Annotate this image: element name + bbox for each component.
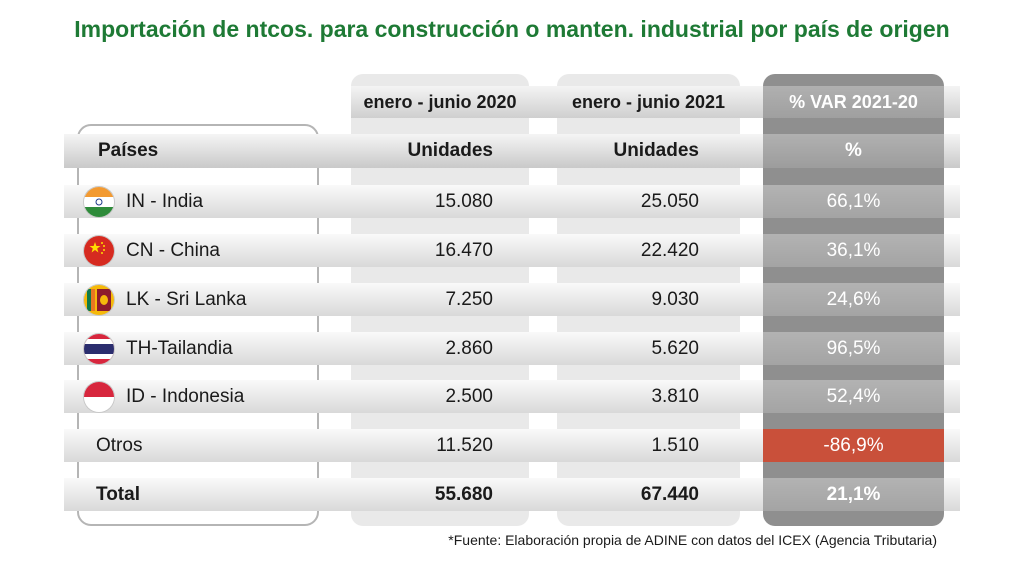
india-flag-icon: [84, 186, 114, 217]
country-label: TH-Tailandia: [126, 337, 233, 359]
country-label: CN - China: [126, 239, 220, 261]
header-variation-fill: [763, 134, 944, 168]
country-cell: Total: [96, 478, 336, 511]
period-2021-label: enero - junio 2021: [571, 92, 726, 112]
header-variation: %: [845, 140, 862, 161]
country-label: Otros: [96, 434, 143, 456]
units-2020-cell: 2.500: [445, 385, 493, 407]
source-note: *Fuente: Elaboración propia de ADINE con…: [448, 532, 937, 548]
variation-cell: 96,5%: [826, 337, 881, 359]
units-2021-cell: 1.510: [651, 434, 699, 456]
variation-fill: [763, 332, 944, 365]
country-cell: IN - India: [84, 185, 324, 218]
country-label: LK - Sri Lanka: [126, 288, 247, 310]
table-row: CN - China 16.470 22.420 36,1%: [64, 234, 960, 267]
units-2020-cell: 11.520: [436, 434, 493, 456]
header-countries: Países: [98, 140, 159, 161]
variation-cell: 66,1%: [826, 190, 881, 212]
variation-cell: 52,4%: [826, 385, 881, 407]
variation-cell: 24,6%: [826, 288, 881, 310]
country-column-frame: [77, 124, 319, 526]
total-row: Total 55.680 67.440 21,1%: [64, 478, 960, 511]
table-header-row: Países Unidades Unidades %: [64, 134, 960, 168]
country-cell: CN - China: [84, 234, 324, 267]
header-units-2020: Unidades: [407, 140, 493, 161]
table-row: ID - Indonesia 2.500 3.810 52,4%: [64, 380, 960, 413]
table-row: LK - Sri Lanka 7.250 9.030 24,6%: [64, 283, 960, 316]
variation-cell: 36,1%: [826, 239, 881, 261]
variation-fill: [763, 234, 944, 267]
units-2021-cell: 9.030: [651, 288, 699, 310]
units-2020-cell: 16.470: [434, 239, 493, 261]
units-2021-cell: 22.420: [640, 239, 699, 261]
thailand-flag-icon: [84, 333, 114, 364]
china-flag-icon: [84, 235, 114, 266]
country-label: Total: [96, 483, 140, 505]
variation-fill: [763, 283, 944, 316]
units-2021-cell: 25.050: [640, 190, 699, 212]
period-2020-label: enero - junio 2020: [363, 92, 517, 112]
page-title: Importación de ntcos. para construcción …: [74, 16, 950, 42]
country-cell: ID - Indonesia: [84, 380, 324, 413]
variation-cell: -86,9%: [823, 434, 884, 456]
units-2021-cell: 3.810: [651, 385, 699, 407]
country-cell: TH-Tailandia: [84, 332, 324, 365]
units-2020-cell: 2.860: [445, 337, 493, 359]
units-2020-cell: 15.080: [434, 190, 493, 212]
country-label: IN - India: [126, 190, 204, 212]
country-cell: Otros: [96, 429, 336, 462]
table-row: IN - India 15.080 25.050 66,1%: [64, 185, 960, 218]
units-2021-cell: 67.440: [640, 483, 699, 505]
country-cell: LK - Sri Lanka: [84, 283, 324, 316]
country-label: ID - Indonesia: [126, 385, 245, 407]
table-row: TH-Tailandia 2.860 5.620 96,5%: [64, 332, 960, 365]
sri-lanka-flag-icon: [84, 284, 114, 315]
indonesia-flag-icon: [84, 381, 114, 412]
variation-fill: [763, 478, 944, 511]
units-2021-cell: 5.620: [651, 337, 699, 359]
variation-period-label: % VAR 2021-20: [763, 86, 944, 118]
header-units-2021: Unidades: [613, 140, 699, 161]
variation-fill: [763, 185, 944, 218]
units-2020-cell: 55.680: [434, 483, 493, 505]
negative-variation-fill: [763, 429, 944, 462]
table-row: Otros 11.520 1.510 -86,9%: [64, 429, 960, 462]
variation-fill: [763, 380, 944, 413]
units-2020-cell: 7.250: [445, 288, 493, 310]
variation-cell: 21,1%: [826, 483, 881, 505]
